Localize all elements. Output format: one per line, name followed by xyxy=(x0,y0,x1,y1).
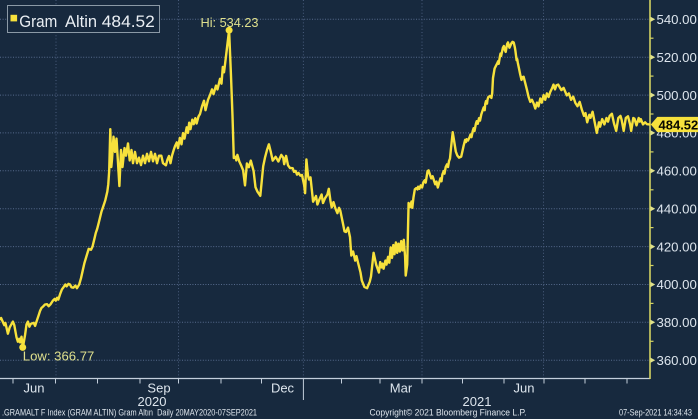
svg-text:.GRAMALT F Index (GRAM ALTIN): .GRAMALT F Index (GRAM ALTIN) Gram Altın… xyxy=(2,408,257,418)
svg-text:07-Sep-2021 14:34:43: 07-Sep-2021 14:34:43 xyxy=(619,408,692,418)
svg-text:520.00: 520.00 xyxy=(657,50,697,65)
svg-text:484.52: 484.52 xyxy=(102,13,155,31)
svg-text:Jun: Jun xyxy=(514,381,535,396)
svg-text:460.00: 460.00 xyxy=(657,164,697,179)
svg-text:484.52: 484.52 xyxy=(659,118,698,133)
svg-text:440.00: 440.00 xyxy=(657,201,697,216)
svg-text:360.00: 360.00 xyxy=(657,353,697,368)
svg-text:Mar: Mar xyxy=(390,381,413,396)
svg-text:Gram: Gram xyxy=(19,13,57,31)
svg-text:Hi: 534.23: Hi: 534.23 xyxy=(201,15,259,30)
svg-text:380.00: 380.00 xyxy=(657,315,697,330)
svg-text:2021: 2021 xyxy=(463,394,492,409)
svg-text:540.00: 540.00 xyxy=(657,12,697,27)
svg-text:Sep: Sep xyxy=(147,381,170,396)
svg-text:Copyright© 2021 Bloomberg Fina: Copyright© 2021 Bloomberg Finance L.P. xyxy=(370,408,527,418)
svg-text:400.00: 400.00 xyxy=(657,277,697,292)
svg-text:2020: 2020 xyxy=(138,394,167,409)
svg-text:Dec: Dec xyxy=(271,381,295,396)
svg-text:420.00: 420.00 xyxy=(657,239,697,254)
svg-text:Jun: Jun xyxy=(24,381,45,396)
svg-text:Low: 366.77: Low: 366.77 xyxy=(23,349,95,364)
svg-text:Altin: Altin xyxy=(65,13,97,31)
svg-text:500.00: 500.00 xyxy=(657,88,697,103)
